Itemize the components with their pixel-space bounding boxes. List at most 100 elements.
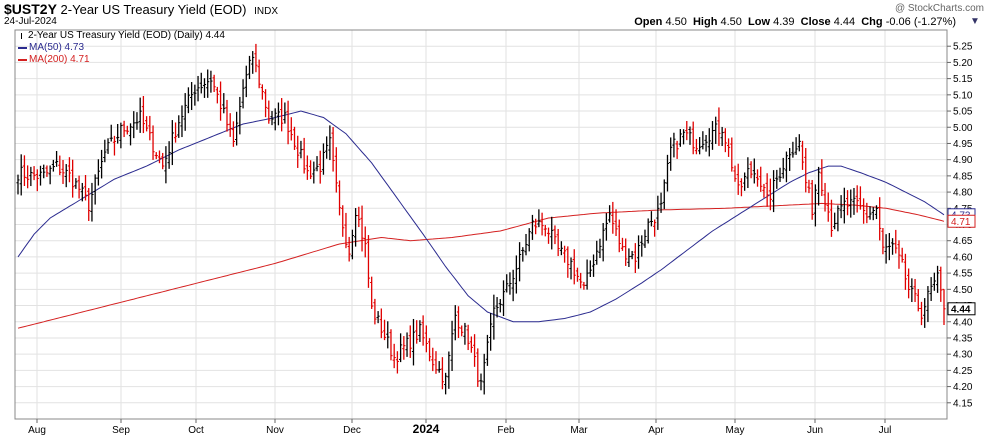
ohlc-bar — [154, 152, 158, 160]
ohlc-bar — [411, 318, 416, 366]
ohlc-bar — [402, 336, 406, 360]
ohlc-bar — [61, 160, 65, 184]
ohlc-bar — [688, 126, 692, 145]
ohlc-bar — [328, 125, 332, 161]
ohlc-bar — [167, 141, 171, 169]
ohlc-bar — [736, 163, 740, 195]
ohlc-bar — [514, 255, 518, 294]
ohlc-bar — [379, 308, 383, 339]
ohlc-bar — [119, 122, 123, 149]
ohlc-bar — [157, 150, 162, 164]
ohlc-bar — [389, 329, 393, 361]
ohlc-bar — [125, 125, 129, 135]
bar-swatch-icon — [21, 33, 22, 39]
high-label: High — [692, 16, 718, 28]
ohlc-bar — [675, 140, 679, 159]
ohlc-bar — [151, 125, 155, 160]
ohlc-bar — [482, 353, 486, 395]
ohlc-bar — [431, 347, 435, 372]
ohlc-bar — [685, 120, 689, 141]
x-axis: Aug Sep Oct Nov Dec 2024 Feb Mar Apr May Jun Jul — [28, 419, 891, 436]
ohlc-bar — [890, 238, 895, 255]
x-tick-label: Nov — [266, 425, 284, 436]
ohlc-bar — [54, 150, 59, 167]
ohlc-bar — [241, 79, 245, 109]
ohlc-bar — [96, 159, 100, 186]
ohlc-bar — [633, 243, 637, 274]
ticker-symbol[interactable]: $UST2Y — [4, 1, 57, 17]
ohlc-bar — [665, 154, 670, 192]
ohlc-bar — [656, 195, 660, 230]
open-label: Open — [634, 16, 663, 28]
ohlc-bar — [206, 69, 210, 98]
stockcharts-credit: @ StockCharts.com — [894, 3, 984, 14]
y-tick-label: 4.65 — [953, 236, 973, 247]
grid-lines — [15, 30, 947, 419]
ohlc-bar — [598, 238, 602, 259]
ohlc-bar — [347, 236, 351, 262]
ma200-series — [17, 202, 945, 329]
ohlc-bar — [913, 278, 917, 303]
ma50-swatch-icon — [18, 47, 27, 49]
ohlc-bar — [453, 305, 457, 341]
ohlc-bar — [331, 127, 335, 172]
y-tick-label: 4.85 — [953, 171, 973, 182]
legend-ma200-label: MA(200) 4.71 — [29, 54, 90, 65]
ohlc-bar — [190, 82, 194, 110]
x-tick-label: May — [726, 425, 745, 436]
ohlc-bar — [29, 166, 33, 187]
ohlc-bar — [186, 87, 191, 114]
ohlc-bar — [450, 320, 454, 371]
ohlc-bar — [878, 197, 882, 241]
y-tick-label: 4.90 — [953, 155, 973, 166]
ohlc-bar — [202, 78, 207, 98]
ohlc-bar — [604, 213, 608, 241]
ohlc-bar — [550, 216, 554, 250]
ohlc-bar — [173, 122, 178, 143]
ohlc-bar — [778, 167, 782, 182]
ohlc-bar — [247, 55, 252, 80]
ohlc-bar — [865, 202, 869, 224]
ohlc-bar — [511, 269, 515, 302]
ohlc-bar — [923, 298, 927, 328]
ohlc-bar — [48, 165, 52, 185]
ohlc-bar — [842, 187, 846, 224]
ohlc-bar — [492, 294, 496, 340]
ohlc-bar — [643, 229, 647, 248]
ohlc-bar — [595, 240, 599, 265]
ohlc-bar — [392, 343, 396, 369]
ohlc-bar — [849, 189, 853, 218]
ohlc-bar — [193, 84, 197, 106]
ohlc-bar — [530, 214, 535, 240]
x-tick-label: Oct — [188, 425, 204, 436]
ohlc-bar — [235, 111, 239, 146]
ohlc-bar — [714, 116, 718, 144]
ohlc-bar — [540, 212, 544, 236]
ma200-swatch-icon — [18, 59, 27, 61]
ma200-line — [17, 202, 945, 329]
ohlc-bar — [498, 299, 502, 313]
chevron-down-icon[interactable]: ▼ — [970, 16, 980, 27]
ohlc-bar — [572, 249, 576, 285]
ohlc-bar — [267, 100, 271, 124]
ohlc-bar — [109, 124, 113, 142]
ohlc-bar — [797, 134, 801, 152]
y-tick-label: 4.95 — [953, 139, 973, 150]
ohlc-bar — [698, 137, 702, 155]
ohlc-bar — [244, 65, 248, 98]
ohlc-bar — [881, 228, 885, 255]
ohlc-bar — [334, 147, 338, 193]
ohlc-bar — [517, 242, 522, 282]
ohlc-bar — [225, 99, 229, 132]
chg-value: -0.06 (-1.27%) — [885, 16, 956, 28]
ohlc-bar — [823, 182, 827, 212]
ohlc-bar — [807, 179, 811, 194]
ohlc-bar — [614, 209, 618, 237]
ohlc-bar — [424, 325, 428, 353]
ohlc-bar — [270, 110, 274, 126]
value-tag: 4.44 — [947, 302, 976, 316]
ma50-series — [17, 110, 945, 323]
ohlc-bar — [630, 250, 634, 260]
y-tick-label: 5.10 — [953, 90, 973, 101]
y-tick-label: 5.00 — [953, 123, 973, 134]
